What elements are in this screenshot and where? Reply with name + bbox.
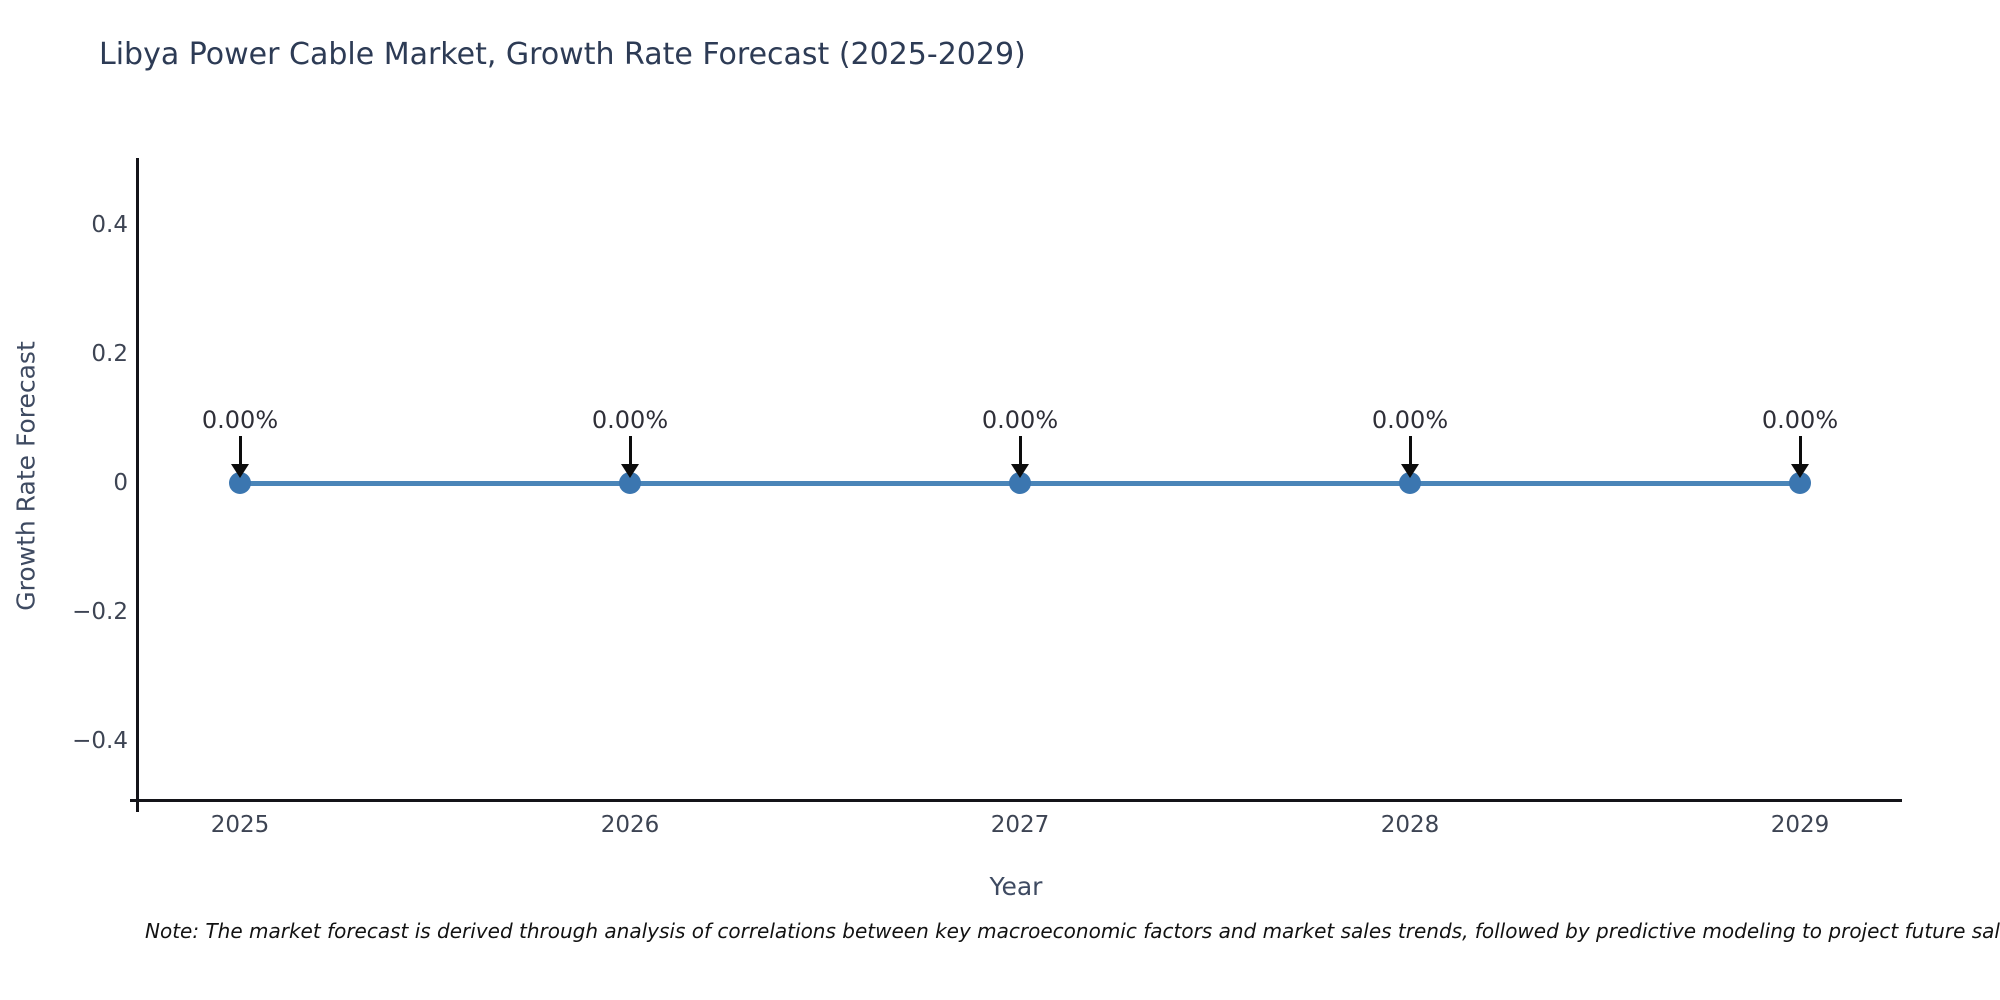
down-arrow-icon (621, 464, 639, 478)
down-arrow-icon (238, 436, 242, 465)
chart-title: Libya Power Cable Market, Growth Rate Fo… (99, 37, 1026, 72)
x-axis-line (130, 799, 1902, 802)
down-arrow-icon (1408, 436, 1412, 465)
down-arrow-icon (1011, 464, 1029, 478)
y-tick-label: 0.2 (91, 341, 128, 367)
data-point-label: 0.00% (1761, 406, 1839, 434)
data-point-label: 0.00% (201, 406, 279, 434)
y-tick-label: −0.4 (72, 728, 128, 754)
data-point-label: 0.00% (1371, 406, 1449, 434)
data-point-label: 0.00% (591, 406, 669, 434)
x-tick-label: 2025 (210, 812, 270, 838)
down-arrow-icon (1798, 436, 1802, 465)
x-tick-label: 2028 (1380, 812, 1440, 838)
data-point-label: 0.00% (981, 406, 1059, 434)
y-axis-line (136, 158, 139, 812)
x-tick-label: 2026 (600, 812, 660, 838)
down-arrow-icon (1018, 436, 1022, 465)
down-arrow-icon (628, 436, 632, 465)
down-arrow-icon (1401, 464, 1419, 478)
y-tick-label: 0 (113, 470, 128, 496)
y-tick-label: −0.2 (72, 599, 128, 625)
footnote: Note: The market forecast is derived thr… (145, 919, 2000, 943)
y-tick-label: 0.4 (91, 212, 128, 238)
x-tick-label: 2029 (1770, 812, 1830, 838)
x-tick-label: 2027 (990, 812, 1050, 838)
down-arrow-icon (1791, 464, 1809, 478)
down-arrow-icon (231, 464, 249, 478)
x-axis-title: Year (989, 872, 1043, 901)
